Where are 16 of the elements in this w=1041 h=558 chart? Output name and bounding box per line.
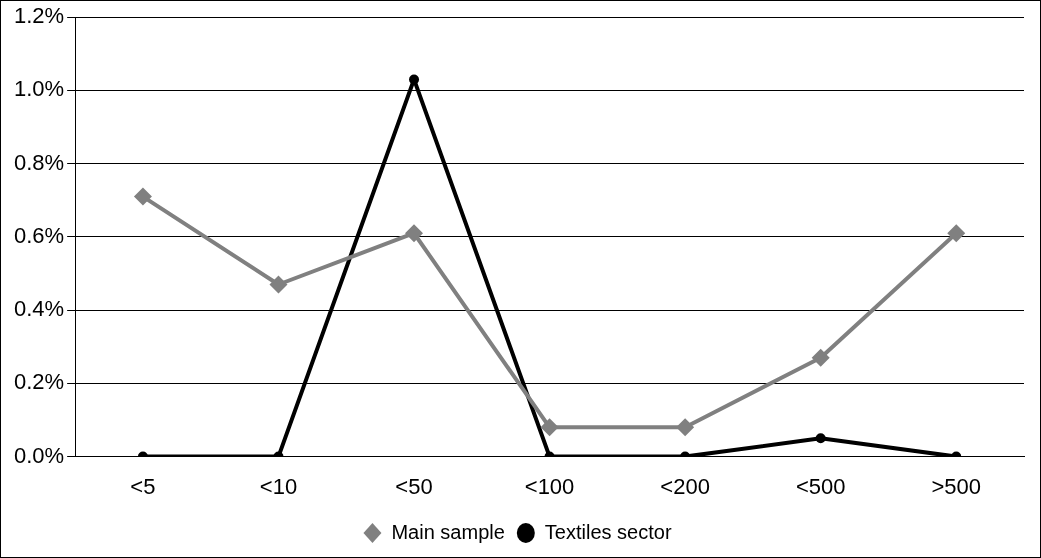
x-tick-label: <500 (795, 473, 846, 499)
y-tick-label: 0.4% (13, 296, 65, 322)
y-tick-label: 1.2% (13, 3, 65, 29)
y-tick-label: 0.2% (13, 369, 65, 395)
legend-label: Textiles sector (544, 520, 672, 543)
x-tick-label: <100 (524, 473, 575, 499)
x-tick-label: <10 (259, 473, 298, 499)
y-tick-label: 0.6% (13, 222, 65, 248)
y-tick-label: 1.0% (13, 76, 65, 102)
x-tick-label: <50 (395, 473, 433, 499)
y-tick-label: 0.8% (13, 149, 65, 175)
legend-label: Main sample (391, 520, 505, 543)
x-tick-label: >500 (931, 473, 982, 499)
y-tick-label: 0.0% (13, 442, 65, 468)
x-tick-label: <5 (130, 473, 156, 499)
x-tick-label: <200 (660, 473, 710, 499)
